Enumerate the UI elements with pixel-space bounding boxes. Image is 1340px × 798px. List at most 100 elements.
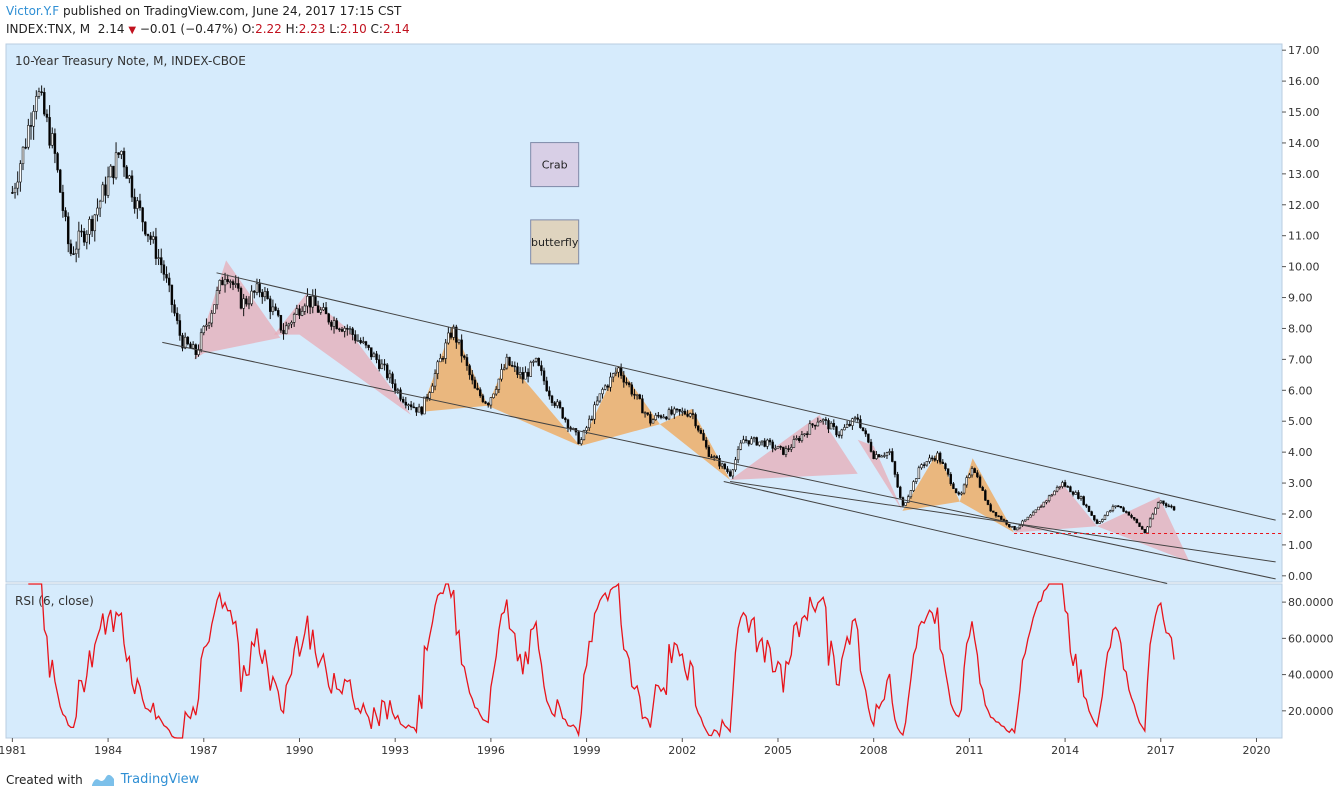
orange-harmonic-pattern[interactable] [959, 458, 1014, 533]
down-candle [173, 304, 176, 314]
author-link[interactable]: Victor.Y.F [6, 4, 60, 18]
up-candle [614, 371, 618, 374]
down-candle [364, 341, 368, 346]
down-candle [1069, 486, 1072, 493]
channel-line[interactable] [723, 481, 1168, 585]
up-candle [736, 449, 740, 461]
price-tick-label: 10.00 [1288, 261, 1320, 274]
up-candle [885, 452, 889, 456]
down-candle [782, 446, 785, 455]
pink-harmonic-pattern[interactable] [857, 439, 903, 511]
down-candle [1172, 506, 1176, 511]
crab-label-box[interactable] [530, 142, 580, 188]
down-candle [481, 395, 485, 403]
channel-line[interactable] [216, 272, 1276, 521]
down-candle [239, 287, 243, 309]
trend-lines[interactable] [162, 272, 1282, 585]
down-candle [824, 419, 828, 421]
down-candle [391, 373, 394, 385]
down-candle [1162, 500, 1165, 504]
channel-line[interactable] [730, 481, 1276, 563]
up-candle [851, 418, 854, 426]
down-candle [675, 408, 679, 411]
orange-harmonic-pattern[interactable] [659, 408, 731, 480]
annotations[interactable]: Crab butterfly [530, 142, 580, 265]
up-candle [928, 457, 931, 462]
publish-header: Victor.Y.F published on TradingView.com,… [6, 4, 401, 18]
down-candle [162, 264, 166, 275]
down-candle [989, 504, 992, 512]
up-candle [662, 416, 665, 419]
down-candle [420, 406, 423, 415]
pink-harmonic-pattern[interactable] [194, 260, 281, 360]
up-candle [423, 396, 426, 415]
down-candle [385, 364, 389, 379]
up-candle [829, 422, 833, 430]
up-candle [215, 290, 219, 306]
chart-canvas[interactable]: 17.00 16.00 15.00 14.00 13.00 12.00 11.00 10.00… [0, 40, 1340, 768]
rsi-panel[interactable] [5, 583, 1283, 739]
down-candle [11, 192, 14, 194]
up-candle [21, 146, 25, 165]
pink-harmonic-pattern[interactable] [1014, 483, 1097, 533]
down-candle [370, 347, 373, 358]
down-candle [718, 457, 721, 467]
rsi-tick-label: 80.0000 [1288, 596, 1334, 609]
up-candle [1106, 511, 1109, 516]
down-candle [864, 430, 867, 435]
down-candle [138, 200, 142, 209]
down-candle [1002, 519, 1006, 521]
up-candle [907, 496, 910, 503]
pink-harmonic-pattern[interactable] [274, 294, 412, 415]
harmonic-patterns[interactable] [194, 260, 1190, 562]
orange-harmonic-pattern[interactable] [420, 325, 488, 412]
up-candle [199, 332, 203, 350]
down-candle [253, 290, 256, 293]
down-candle [160, 257, 163, 266]
down-candle [1087, 505, 1091, 512]
up-candle [800, 434, 804, 441]
up-candle [840, 429, 844, 436]
down-candle [944, 463, 947, 470]
down-candle [678, 409, 681, 412]
up-candle [712, 456, 716, 458]
down-candle [702, 433, 705, 441]
down-candle [670, 409, 673, 415]
butterfly-label-box[interactable] [530, 219, 580, 265]
price-tick-label: 2.00 [1288, 508, 1313, 521]
down-candle [877, 454, 881, 458]
up-candle [51, 133, 54, 146]
down-candle [61, 192, 65, 211]
up-candle [776, 446, 780, 449]
channel-line[interactable] [162, 341, 1276, 580]
tradingview-link[interactable]: TradingView [120, 772, 200, 787]
up-candle [35, 96, 38, 112]
up-candle [290, 322, 293, 325]
up-candle [1154, 507, 1157, 515]
orange-harmonic-pattern[interactable] [580, 365, 660, 446]
up-candle [85, 233, 89, 243]
down-candle [984, 490, 987, 501]
down-candle [957, 492, 960, 495]
up-candle [556, 401, 559, 406]
orange-harmonic-pattern[interactable] [487, 359, 581, 446]
up-candle [207, 322, 211, 326]
down-candle [463, 355, 466, 358]
created-with-label: Created with [6, 772, 83, 787]
low-value: 2.10 [340, 22, 367, 36]
down-candle [659, 415, 663, 418]
up-candle [213, 304, 216, 314]
time-tick-label: 2002 [668, 744, 696, 757]
down-candle [1170, 505, 1173, 508]
down-candle [308, 295, 312, 308]
down-candle [269, 298, 272, 312]
down-candle [550, 395, 554, 403]
orange-harmonic-pattern[interactable] [902, 452, 960, 511]
down-candle [409, 404, 413, 408]
down-candle [441, 358, 445, 360]
rsi-series-line [28, 582, 1175, 739]
down-candle [787, 448, 790, 450]
down-candle [526, 371, 530, 377]
up-candle [428, 392, 431, 399]
price-panel[interactable] [5, 43, 1283, 583]
